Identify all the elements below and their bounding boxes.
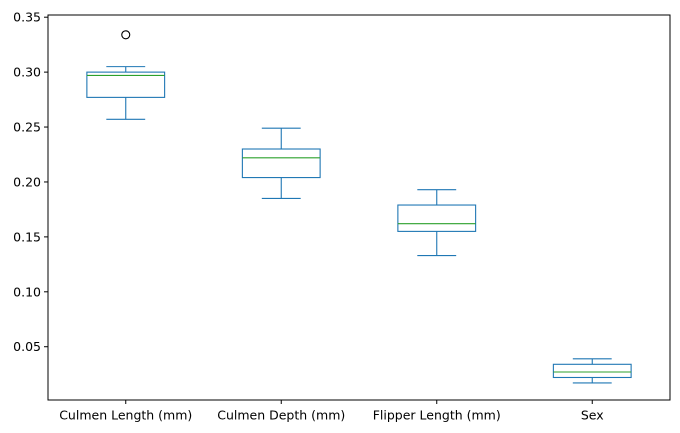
box-2 xyxy=(241,127,321,199)
y-axis: 0.05 0.10 0.15 0.20 0.25 0.30 0.35 xyxy=(13,10,48,354)
x-tick-label: Culmen Depth (mm) xyxy=(217,408,345,423)
y-tick-label: 0.30 xyxy=(13,65,41,80)
x-axis: Culmen Length (mm) Culmen Depth (mm) Flipp… xyxy=(59,400,604,423)
y-tick-label: 0.35 xyxy=(13,10,41,25)
iqr-box xyxy=(397,204,477,232)
box-3 xyxy=(397,189,477,257)
iqr-box xyxy=(86,71,166,98)
y-tick-label: 0.05 xyxy=(13,339,41,354)
y-tick-label: 0.25 xyxy=(13,120,41,135)
axes-frame xyxy=(47,14,671,401)
y-tick-label: 0.15 xyxy=(13,229,41,244)
box-4 xyxy=(552,358,632,384)
outlier-point xyxy=(121,30,131,40)
iqr-box xyxy=(241,148,321,179)
x-tick-label: Flipper Length (mm) xyxy=(373,408,501,423)
y-tick-label: 0.10 xyxy=(13,284,41,299)
x-tick-label: Culmen Length (mm) xyxy=(59,408,192,423)
x-tick-label: Sex xyxy=(581,408,604,423)
y-tick-label: 0.20 xyxy=(13,174,41,189)
iqr-box xyxy=(552,363,632,379)
box-1 xyxy=(86,30,166,120)
plot-layer xyxy=(86,30,632,384)
